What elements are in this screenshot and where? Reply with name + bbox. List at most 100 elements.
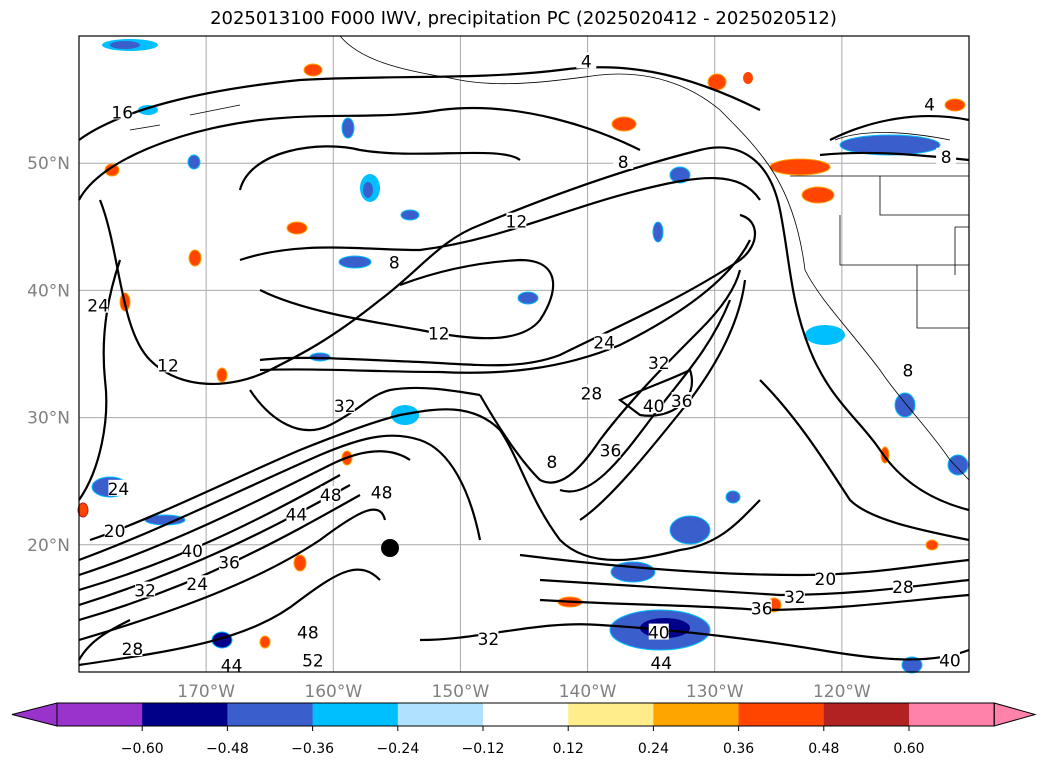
contour-label-bg bbox=[600, 441, 621, 458]
contour-label: 28 bbox=[122, 640, 144, 660]
contour-label: 32 bbox=[334, 397, 356, 417]
contour-label: 24 bbox=[593, 334, 615, 354]
colorbar-frame bbox=[56, 702, 995, 727]
contour-label-bg bbox=[648, 353, 669, 370]
contour-label-bg bbox=[506, 212, 527, 229]
lon-tick-label: 160°W bbox=[304, 682, 362, 702]
colorbar-tick-label: −0.12 bbox=[462, 741, 505, 757]
contour-label-bg bbox=[581, 384, 602, 401]
contour-label-bg bbox=[936, 147, 957, 164]
contour-label-bg bbox=[648, 623, 669, 640]
contour-label-bg bbox=[104, 521, 125, 538]
colorbar-swatch bbox=[142, 703, 228, 726]
contour-label: 8 bbox=[618, 153, 629, 173]
contour-label: 44 bbox=[650, 654, 672, 674]
contour-label-bg bbox=[108, 479, 129, 496]
contour-label-bg bbox=[919, 95, 940, 112]
contour-label: 44 bbox=[286, 505, 308, 525]
contour-label: 24 bbox=[186, 575, 208, 595]
contour-label-bg bbox=[371, 483, 392, 500]
contour-label: 20 bbox=[815, 570, 837, 590]
contour-label-bg bbox=[158, 356, 178, 373]
lat-tick-label: 30°N bbox=[27, 409, 70, 429]
contour-label: 28 bbox=[892, 578, 914, 598]
iwv-contours bbox=[78, 66, 970, 667]
contour-label-bg bbox=[112, 103, 133, 120]
contour-label: 36 bbox=[218, 554, 240, 574]
contour-label: 8 bbox=[389, 253, 400, 273]
lat-tick-label: 20°N bbox=[27, 536, 70, 556]
contour-label: 8 bbox=[941, 148, 952, 168]
colorbar-swatch bbox=[312, 703, 399, 726]
plot-title: 2025013100 F000 IWV, precipitation PC (2… bbox=[210, 8, 837, 29]
contour-label-bg bbox=[122, 640, 143, 657]
colorbar-tick-label: 0.12 bbox=[553, 741, 584, 757]
colorbar: −0.60 −0.48 −0.36 −0.24 −0.12 0.12 0.24 0.36 0.4… bbox=[11, 702, 1037, 757]
colorbar-swatch bbox=[738, 703, 825, 726]
contour-label: 16 bbox=[111, 103, 133, 123]
map-axes: 170°W 160°W 150°W 140°W 130°W 120°W 50°N 40°N 30… bbox=[27, 154, 871, 702]
contour-label-bg bbox=[815, 570, 836, 587]
contour-label: 12 bbox=[157, 356, 179, 376]
contour-label: 32 bbox=[134, 582, 156, 602]
colorbar-under-arrow bbox=[11, 702, 58, 727]
contour-label: 28 bbox=[581, 384, 603, 404]
contour-label: 40 bbox=[648, 624, 670, 644]
map-frame bbox=[78, 35, 970, 673]
contour-label: 20 bbox=[104, 522, 126, 542]
contour-label-bg bbox=[428, 324, 449, 341]
colorbar-over-arrow bbox=[993, 702, 1037, 727]
contour-label: 32 bbox=[784, 588, 806, 608]
contour-label: 40 bbox=[181, 542, 203, 562]
contour-label: 12 bbox=[506, 213, 528, 233]
contour-label-bg bbox=[576, 52, 597, 69]
colorbar-tick-label: −0.60 bbox=[121, 741, 164, 757]
colorbar-tick-label: 0.48 bbox=[808, 741, 839, 757]
contour-label-bg bbox=[320, 486, 341, 503]
colorbar-swatch bbox=[227, 703, 314, 726]
contour-label-bg bbox=[221, 656, 242, 673]
contour-label-bg bbox=[187, 575, 208, 592]
contour-label-bg bbox=[297, 623, 318, 640]
contour-label-bg bbox=[613, 152, 634, 169]
contour-label-bg bbox=[671, 392, 692, 409]
colorbar-swatch bbox=[397, 703, 484, 726]
colorbar-swatch bbox=[57, 703, 143, 726]
coastlines bbox=[129, 35, 970, 481]
colorbar-tick-label: −0.48 bbox=[206, 741, 249, 757]
contour-label: 12 bbox=[428, 325, 450, 345]
colorbar-swatch bbox=[909, 703, 995, 726]
contour-closed-high bbox=[381, 539, 399, 557]
contour-label-bg bbox=[302, 651, 323, 668]
contour-label-bg bbox=[135, 581, 156, 598]
contour-label: 32 bbox=[478, 630, 500, 650]
contour-label-bg bbox=[939, 651, 960, 668]
contour-label: 8 bbox=[547, 453, 558, 473]
contour-label-bg bbox=[334, 397, 355, 414]
contour-label-bg bbox=[892, 577, 913, 594]
contour-label-bg bbox=[643, 397, 664, 414]
contour-label: 44 bbox=[221, 657, 243, 677]
contour-label-bg bbox=[651, 654, 672, 671]
contour-label: 40 bbox=[939, 652, 961, 672]
contour-label-bg bbox=[88, 296, 109, 313]
contour-label: 8 bbox=[903, 362, 914, 382]
contour-label: 4 bbox=[581, 52, 592, 72]
contour-label-bg bbox=[784, 587, 805, 604]
contour-label: 52 bbox=[302, 652, 324, 672]
lon-tick-label: 140°W bbox=[559, 682, 617, 702]
contour-label-bg bbox=[541, 453, 562, 470]
contour-label: 48 bbox=[297, 624, 319, 644]
contour-label-bg bbox=[219, 553, 240, 570]
contour-label-bg bbox=[182, 542, 203, 559]
contour-label: 24 bbox=[108, 480, 130, 500]
colorbar-swatch bbox=[653, 703, 740, 726]
lat-tick-label: 40°N bbox=[27, 281, 70, 301]
contour-label: 48 bbox=[371, 484, 393, 504]
colorbar-swatch bbox=[568, 703, 654, 726]
contour-label: 4 bbox=[924, 96, 935, 116]
contour-label: 32 bbox=[648, 354, 670, 374]
contour-label: 36 bbox=[671, 392, 693, 412]
contour-label-bg bbox=[286, 505, 307, 522]
